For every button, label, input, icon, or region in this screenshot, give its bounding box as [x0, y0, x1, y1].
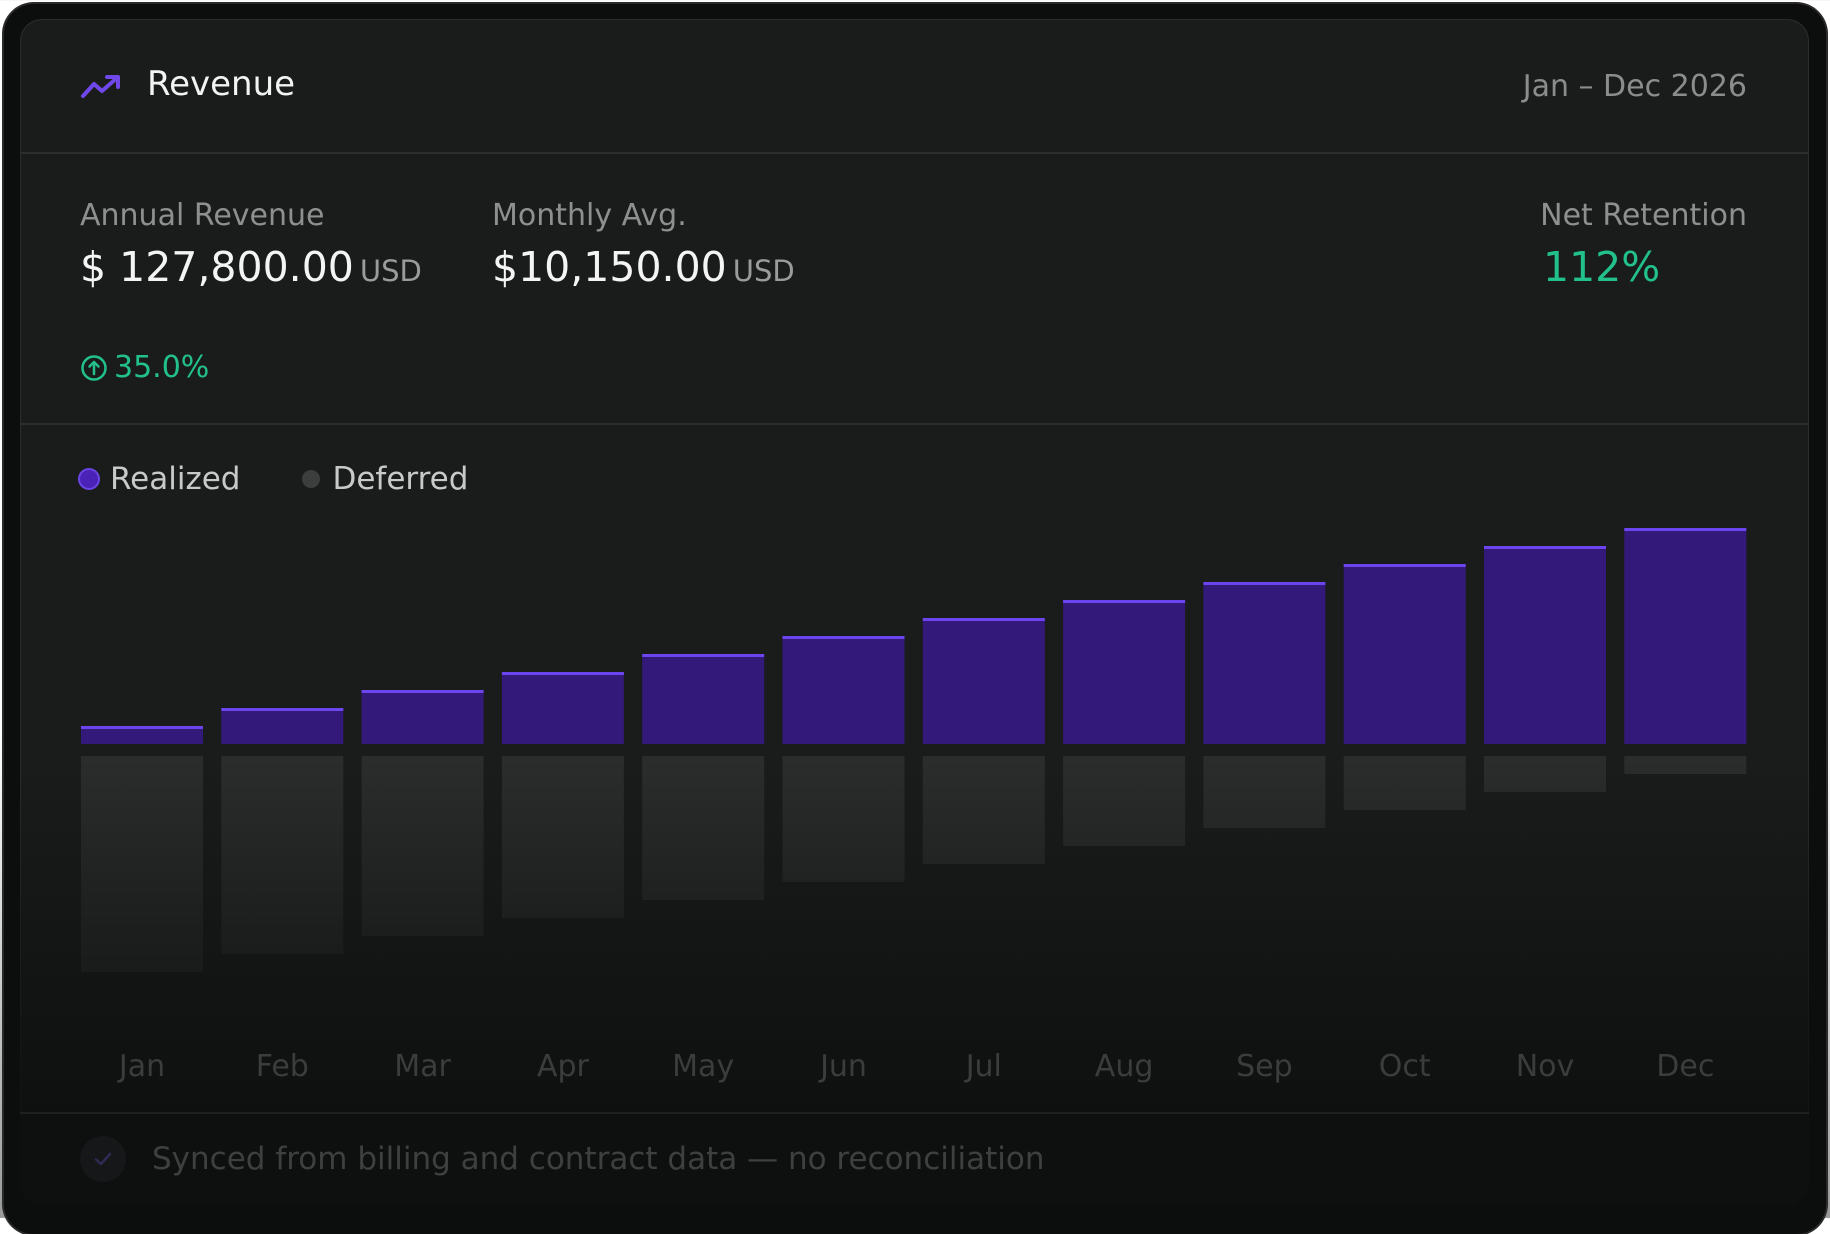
realized-bar-top-aug: [1063, 600, 1186, 603]
legend-label-realized: Realized: [110, 461, 241, 497]
x-tick-label-may: May: [672, 1049, 735, 1084]
realized-bar-apr[interactable]: [501, 672, 624, 744]
x-tick-label-aug: Aug: [1094, 1049, 1154, 1084]
realized-bar-mar[interactable]: [361, 690, 484, 744]
realized-bar-may[interactable]: [642, 654, 765, 744]
realized-bar-top-may: [642, 654, 765, 657]
realized-bar-top-dec: [1624, 528, 1747, 531]
realized-bar-feb[interactable]: [221, 708, 344, 744]
deferred-bar-feb[interactable]: [221, 756, 344, 954]
date-range-label[interactable]: Jan – Dec 2026: [1522, 69, 1747, 104]
realized-bar-top-jun: [782, 636, 905, 639]
realized-bar-top-oct: [1343, 564, 1466, 567]
realized-bar-sep[interactable]: [1203, 582, 1326, 744]
net-retention-value: 112%: [1543, 243, 1661, 291]
monthly-avg-value: $10,150.00 USD: [492, 242, 795, 296]
realized-bar-top-jan: [81, 726, 203, 729]
realized-bar-aug[interactable]: [1063, 600, 1186, 744]
deferred-bar-may[interactable]: [642, 756, 765, 900]
card-header: Revenue Jan – Dec 2026: [20, 19, 1809, 154]
realized-bar-dec[interactable]: [1624, 528, 1747, 744]
x-tick-label-mar: Mar: [394, 1049, 451, 1084]
x-tick-label-dec: Dec: [1656, 1049, 1715, 1084]
annual-revenue-label: Annual Revenue: [80, 198, 325, 233]
x-tick-label-nov: Nov: [1515, 1049, 1575, 1084]
card-title: Revenue: [147, 64, 296, 104]
deferred-bar-sep[interactable]: [1203, 756, 1326, 828]
monthly-avg-amount: $10,150.00: [492, 243, 727, 291]
revenue-bar-chart: [81, 528, 1747, 972]
check-circle-icon: [80, 1136, 126, 1182]
revenue-card: Revenue Jan – Dec 2026 Annual Revenue $ …: [20, 19, 1809, 1205]
realized-bar-top-feb: [221, 708, 344, 711]
deferred-bar-jun[interactable]: [782, 756, 905, 882]
deferred-bar-oct[interactable]: [1343, 756, 1466, 810]
deferred-bar-jan[interactable]: [81, 756, 203, 972]
monthly-avg-label: Monthly Avg.: [492, 198, 687, 233]
deferred-bar-nov[interactable]: [1484, 756, 1606, 792]
arrow-up-circle-icon: [81, 355, 107, 381]
realized-dot-icon: [80, 470, 98, 488]
sync-status-text: Synced from billing and contract data — …: [152, 1141, 1045, 1177]
x-tick-label-jan: Jan: [118, 1049, 166, 1084]
realized-bar-jan[interactable]: [81, 726, 203, 744]
annual-revenue-unit: USD: [359, 254, 422, 288]
realized-bar-jul[interactable]: [922, 618, 1045, 744]
stats-section: Annual Revenue $ 127,800.00 USD 35.0% Mon…: [20, 154, 1809, 425]
realized-bar-top-sep: [1203, 582, 1326, 585]
annual-revenue-value: $ 127,800.00 USD: [80, 242, 422, 296]
deferred-bar-mar[interactable]: [361, 756, 484, 936]
chart-legend: Realized Deferred: [80, 459, 530, 499]
sync-footer: Synced from billing and contract data — …: [20, 1112, 1809, 1205]
x-tick-label-feb: Feb: [255, 1049, 309, 1084]
net-retention-label: Net Retention: [1540, 198, 1747, 233]
realized-bar-top-apr: [501, 672, 624, 675]
realized-bar-nov[interactable]: [1484, 546, 1606, 744]
x-tick-label-jun: Jun: [820, 1049, 867, 1084]
realized-bar-top-jul: [922, 618, 1045, 621]
trend-up-icon: [81, 75, 120, 98]
x-tick-label-jul: Jul: [965, 1049, 1002, 1084]
monthly-avg-unit: USD: [732, 254, 795, 288]
growth-value: 35.0%: [114, 350, 210, 385]
x-tick-label-apr: Apr: [536, 1049, 589, 1084]
growth-indicator: 35.0%: [80, 350, 209, 386]
realized-bar-jun[interactable]: [782, 636, 905, 744]
deferred-dot-icon: [302, 470, 321, 488]
deferred-bar-dec[interactable]: [1624, 756, 1747, 774]
legend-item-deferred[interactable]: Deferred: [302, 459, 468, 499]
realized-bar-top-mar: [361, 690, 484, 693]
annual-revenue-amount: $ 127,800.00: [80, 243, 354, 291]
deferred-bar-jul[interactable]: [922, 756, 1045, 864]
x-axis-labels: Jan Feb Mar Apr May Jun Jul Aug Sep Oct Nov Dec: [20, 1047, 1809, 1087]
realized-bar-oct[interactable]: [1343, 564, 1466, 744]
legend-item-realized[interactable]: Realized: [80, 459, 240, 499]
deferred-bar-aug[interactable]: [1063, 756, 1186, 846]
x-tick-label-oct: Oct: [1378, 1049, 1431, 1084]
legend-label-deferred: Deferred: [332, 461, 469, 497]
realized-bar-top-nov: [1484, 546, 1606, 549]
check-icon: [94, 1152, 112, 1166]
x-tick-label-sep: Sep: [1236, 1049, 1293, 1084]
deferred-bar-apr[interactable]: [501, 756, 624, 918]
